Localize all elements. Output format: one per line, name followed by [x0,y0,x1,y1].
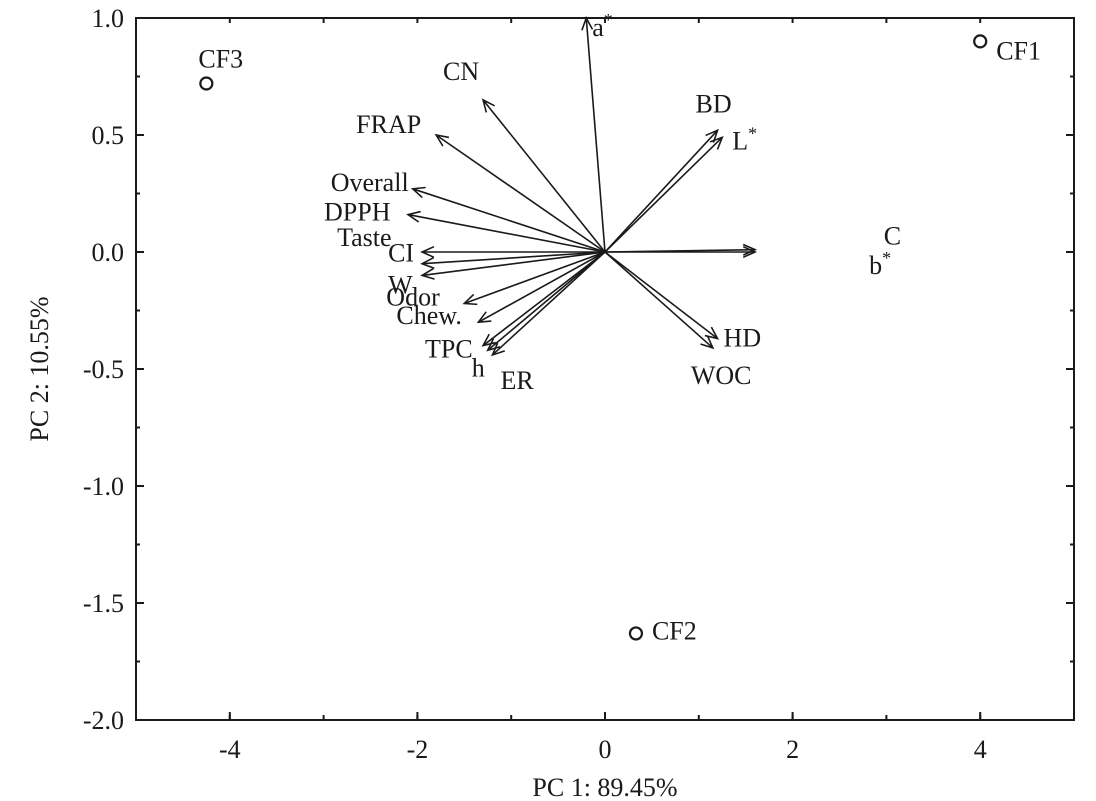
vector-label: h [472,353,485,382]
y-tick-label: -1.0 [83,472,124,501]
vector-arrowhead [709,135,724,150]
vector-hd [604,251,719,340]
vector-label: ER [500,366,534,395]
y-tick-label: -1.5 [83,589,124,618]
score-points: CF1 CF2 CF3 [198,34,1041,645]
vector-label: C [884,222,901,251]
vector-label: b* [869,248,891,280]
x-tick-label: 2 [786,735,799,764]
vector-h [487,251,606,351]
vector-ci [422,251,606,265]
vector-label: BD [696,89,732,118]
vector-arrowhead [434,133,450,147]
plot-frame [135,17,1075,721]
y-tick-label: -0.5 [83,355,124,384]
score-point-cf3 [199,76,214,91]
axis-ticks: -4 -2 0 2 4 -2.0 -1.5 -1.0 -0.5 0.0 0.5 1.0 [83,4,1075,764]
vector-arrowhead [420,256,435,269]
vector-arrowhead [406,210,421,223]
vector-tpc [482,251,606,347]
vector-w [421,251,606,277]
vector-bd [604,129,719,253]
vector-label: Chew. [396,301,461,330]
vector-arrowhead [410,186,426,199]
vector-arrowhead [481,98,495,113]
vector-er [491,251,606,356]
vector-label: L* [732,123,757,155]
vector-arrowhead [581,16,594,31]
score-point-cf2 [628,626,644,641]
vector-odor [464,251,606,305]
vector-overall [412,188,606,253]
score-point-label: CF1 [996,36,1041,65]
vector-arrowhead [742,245,758,259]
vector-woc [604,251,714,349]
vector-label: TPC [425,335,473,364]
vector-label: Odor [386,282,440,311]
x-tick-label: -2 [407,735,429,764]
vector-arrowhead [490,342,506,357]
vector-label: a* [592,10,613,42]
x-tick-label: -4 [219,735,241,764]
vector-arrowhead [420,267,435,280]
vector-label: WOC [691,361,752,390]
y-tick-label: -2.0 [83,706,124,735]
x-tick-label: 0 [599,735,612,764]
vector-dpph [407,213,606,253]
vector-label: HD [724,324,762,353]
score-point-label: CF3 [198,45,243,74]
vector-l [604,136,723,253]
y-axis-label: PC 2: 10.55% [25,296,54,441]
vector-arrowhead [476,311,492,324]
score-point-label: CF2 [652,616,697,645]
x-axis-label: PC 1: 89.45% [532,773,677,801]
plot-border [135,17,1075,721]
vector-arrowhead [420,245,435,259]
vector-chew [477,251,606,323]
vector-label: Overall [331,168,409,197]
y-tick-label: 0.5 [92,121,125,150]
score-point-cf1 [973,34,988,49]
y-tick-label: 1.0 [92,4,125,33]
vector-arrowhead [704,326,720,340]
vector-label: Taste [337,223,392,252]
vector-arrowhead [700,335,715,350]
vector-a [585,17,606,253]
vector-label: W [388,270,413,299]
vector-label: CN [443,57,479,86]
vector-arrowhead [705,128,719,143]
vector-arrowhead [462,293,478,306]
vector-label: DPPH [324,198,391,227]
vector-label: FRAP [356,110,421,139]
vector-frap [435,134,606,253]
vector-cn [482,99,606,253]
vector-label: CI [388,239,414,268]
y-tick-label: 0.0 [92,238,125,267]
vector-arrowhead [742,243,758,256]
x-tick-label: 4 [974,735,987,764]
